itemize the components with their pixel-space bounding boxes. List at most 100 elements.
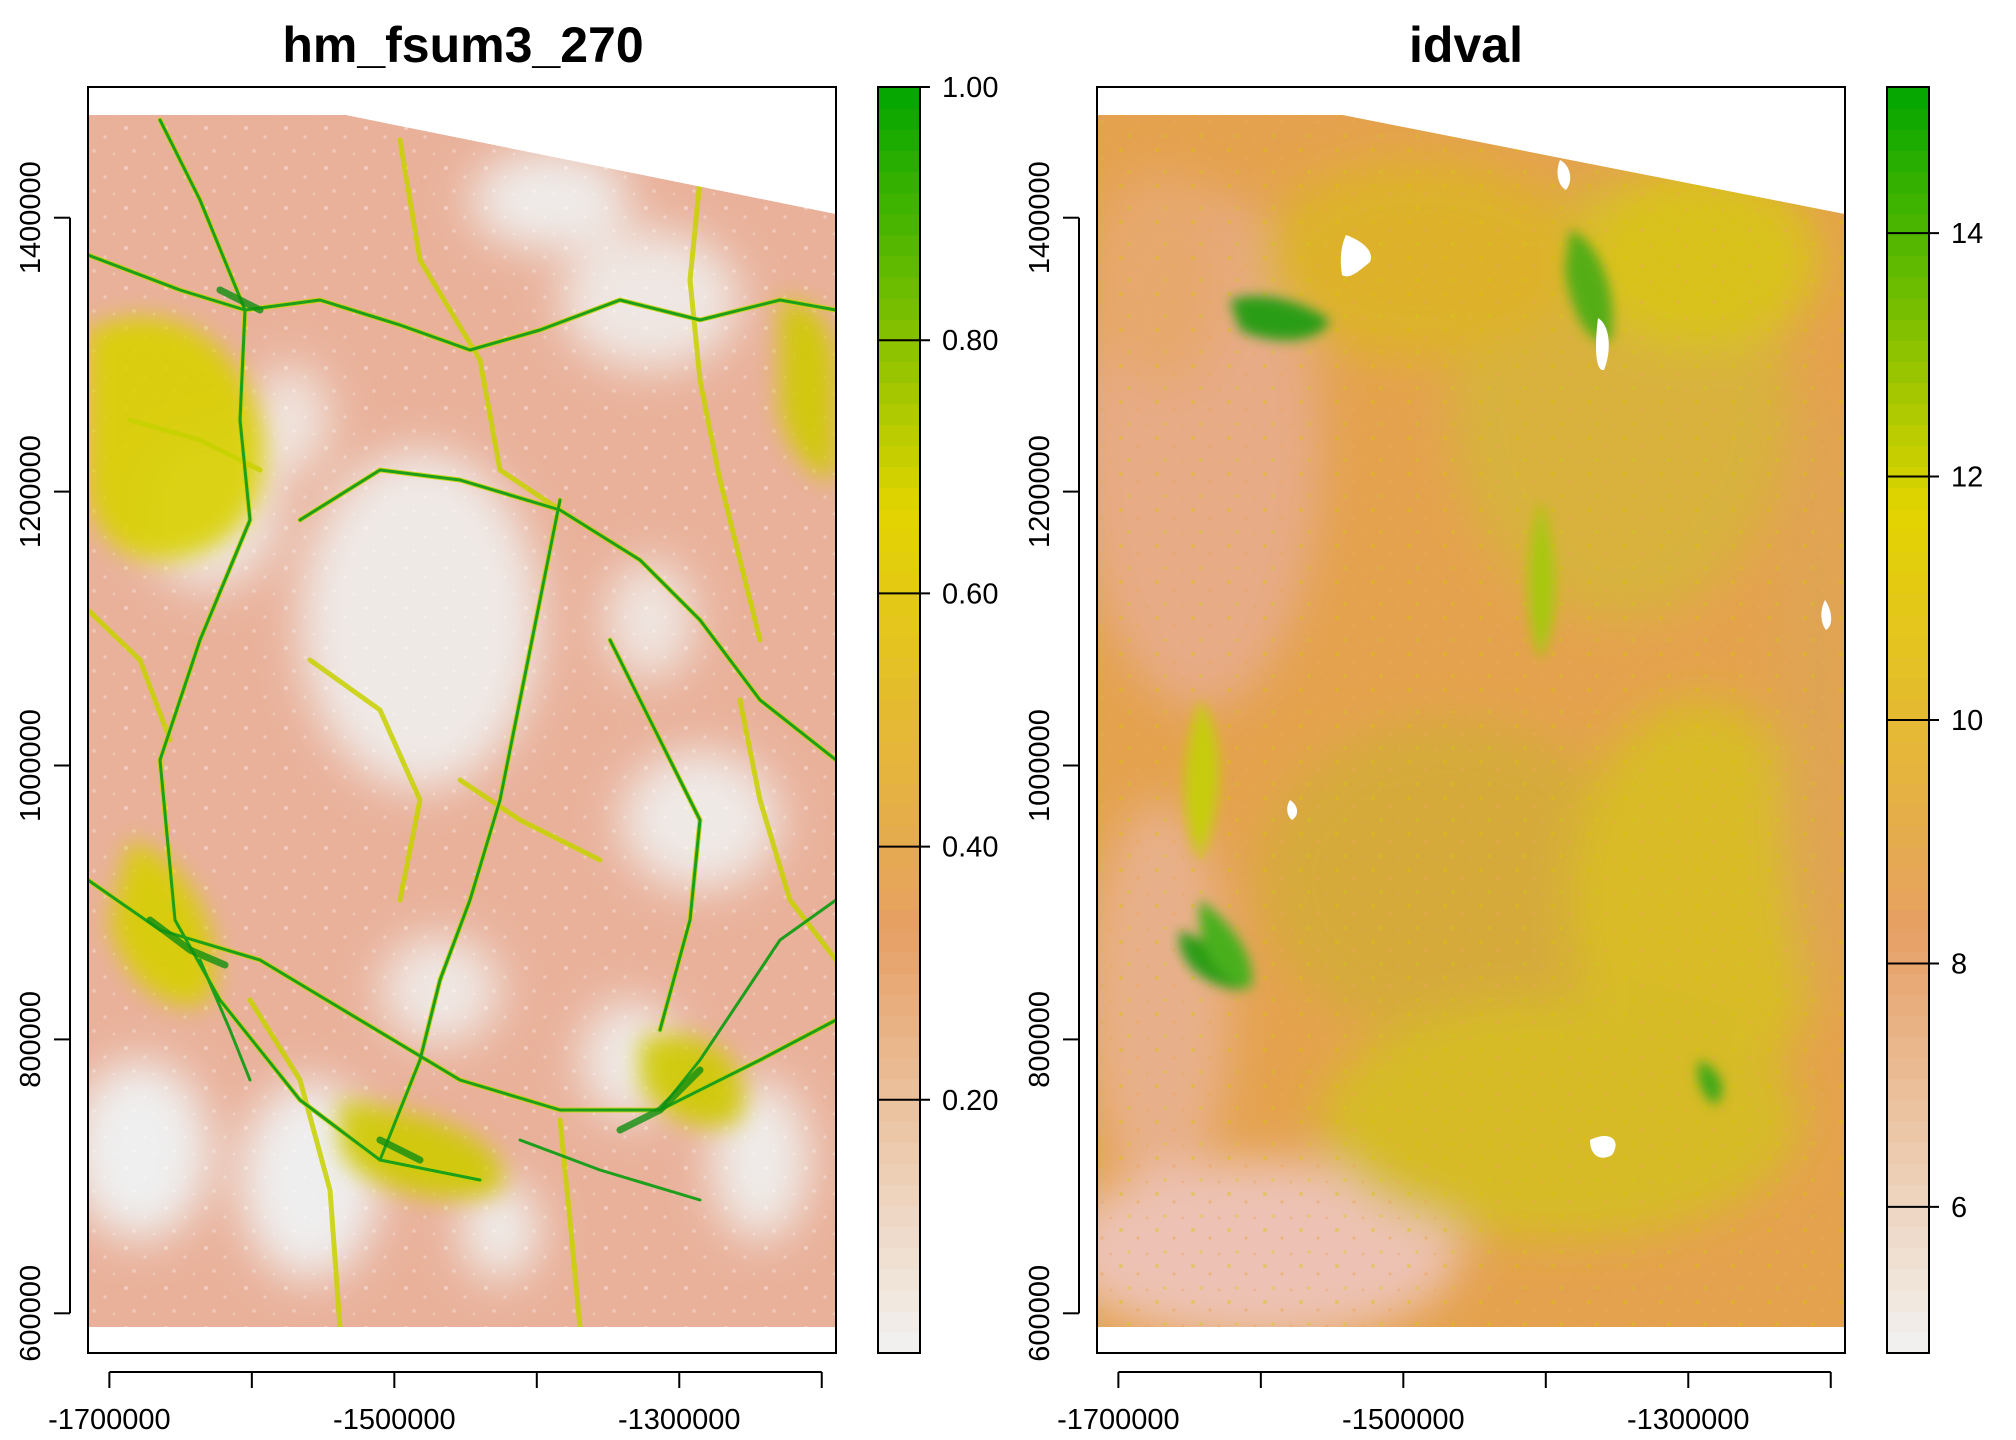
colorbar-tick-label: 10 — [1951, 705, 1983, 737]
colorbar-band — [878, 1015, 920, 1038]
colorbar-band — [1887, 656, 1929, 679]
colorbar-band — [878, 1120, 920, 1143]
colorbar-band — [1887, 530, 1929, 552]
colorbar-band — [878, 677, 920, 700]
colorbar-band — [1887, 931, 1929, 953]
raster-idval — [1097, 115, 1845, 1327]
colorbar-band — [878, 255, 920, 278]
y-tick-label: 1400000 — [1024, 161, 1056, 274]
colorbar-band — [878, 1099, 920, 1122]
colorbar-band — [1887, 1078, 1929, 1101]
colorbar-band — [878, 171, 920, 194]
colorbar-tick-label: 14 — [1951, 218, 1983, 250]
colorbar-band — [878, 867, 920, 890]
colorbar-tick-label: 0.60 — [942, 578, 998, 610]
colorbar-band — [1887, 1120, 1929, 1143]
y-tick-label: 1200000 — [15, 435, 47, 548]
colorbar-band — [1887, 403, 1929, 426]
colorbar-tick-label: 8 — [1951, 948, 1967, 980]
colorbar-band — [1887, 445, 1929, 468]
colorbar-band — [878, 973, 920, 995]
x-tick-label: -1500000 — [333, 1404, 456, 1436]
colorbar-band — [878, 888, 920, 911]
colorbar-band — [1887, 1036, 1929, 1059]
colorbar-band — [878, 635, 920, 658]
raster-hm-fsum3-270 — [88, 115, 836, 1327]
colorbar-band — [878, 656, 920, 679]
colorbar-band — [1887, 361, 1929, 383]
colorbar-band — [1887, 298, 1929, 320]
colorbar-band — [878, 1268, 920, 1291]
colorbar-band — [1887, 593, 1929, 616]
colorbar-band — [878, 1142, 920, 1164]
colorbar-tick-label: 6 — [1951, 1192, 1967, 1224]
colorbar-tick-label: 0.20 — [942, 1085, 998, 1117]
colorbar-band — [878, 1078, 920, 1101]
colorbar-band — [878, 129, 920, 151]
colorbar-band — [1887, 171, 1929, 194]
colorbar-band — [878, 150, 920, 172]
colorbar-band — [878, 192, 920, 215]
colorbar-band — [1887, 909, 1929, 932]
x-tick-label: -1700000 — [1057, 1404, 1180, 1436]
x-tick-label: -1500000 — [1342, 1404, 1465, 1436]
chart-panel-1: hm_fsum3_270 — [15, 17, 998, 1436]
colorbar-band — [878, 1226, 920, 1249]
colorbar-band — [1887, 698, 1929, 721]
colorbar-band — [878, 825, 920, 848]
colorbar-band — [878, 720, 920, 742]
colorbar-band — [878, 804, 920, 827]
colorbar-band — [1887, 1268, 1929, 1291]
colorbar-tick-label: 0.80 — [942, 325, 998, 357]
colorbar-band — [1887, 1331, 1929, 1354]
x-axis: -1700000 -1500000 -1300000 — [1057, 1371, 1832, 1436]
x-axis: -1700000 -1500000 -1300000 — [48, 1371, 823, 1436]
y-tick-label: 600000 — [1024, 1265, 1056, 1362]
colorbar-band — [878, 530, 920, 552]
y-axis: 600000 800000 1000000 1200000 1400000 — [15, 161, 71, 1362]
colorbar-band — [878, 1247, 920, 1270]
colorbar-legend: 6 8 10 12 14 — [1886, 86, 1983, 1354]
colorbar-band — [878, 1310, 920, 1333]
colorbar-band — [1887, 1142, 1929, 1164]
chart-title: hm_fsum3_270 — [282, 17, 643, 73]
colorbar-band — [1887, 1163, 1929, 1185]
colorbar-band — [878, 551, 920, 573]
x-tick-label: -1300000 — [618, 1404, 741, 1436]
colorbar-band — [878, 1289, 920, 1312]
colorbar-band — [1887, 804, 1929, 827]
y-tick-label: 1200000 — [1024, 435, 1056, 548]
colorbar-band — [878, 1184, 920, 1206]
chart-panel-2: idval — [1024, 17, 1983, 1436]
y-tick-label: 1000000 — [15, 709, 47, 822]
colorbar-band — [878, 994, 920, 1016]
colorbar-band — [1887, 466, 1929, 489]
colorbar-band — [878, 952, 920, 974]
colorbar-band — [1887, 762, 1929, 784]
colorbar-band — [1887, 973, 1929, 995]
colorbar-band — [878, 762, 920, 784]
chart-title: idval — [1409, 17, 1523, 73]
colorbar-band — [878, 424, 920, 447]
extent-mask — [346, 90, 836, 214]
colorbar-band — [878, 319, 920, 341]
plot-frame — [87, 86, 837, 1354]
colorbar-band — [878, 445, 920, 468]
colorbar-legend: 0.20 0.40 0.60 0.80 1.00 — [877, 72, 998, 1354]
colorbar-band — [1887, 108, 1929, 130]
colorbar-band — [878, 698, 920, 721]
colorbar-band — [1887, 340, 1929, 362]
colorbar-band — [1887, 572, 1929, 594]
colorbar-band — [1887, 888, 1929, 911]
colorbar-band — [1887, 551, 1929, 573]
colorbar-band — [878, 382, 920, 405]
y-tick-label: 800000 — [1024, 991, 1056, 1088]
extent-mask — [1343, 90, 1845, 214]
colorbar-band — [878, 213, 920, 236]
colorbar-band — [1887, 150, 1929, 172]
colorbar-band — [878, 1163, 920, 1185]
colorbar-band — [1887, 1057, 1929, 1080]
colorbar-band — [878, 783, 920, 805]
y-tick-label: 600000 — [15, 1265, 47, 1362]
